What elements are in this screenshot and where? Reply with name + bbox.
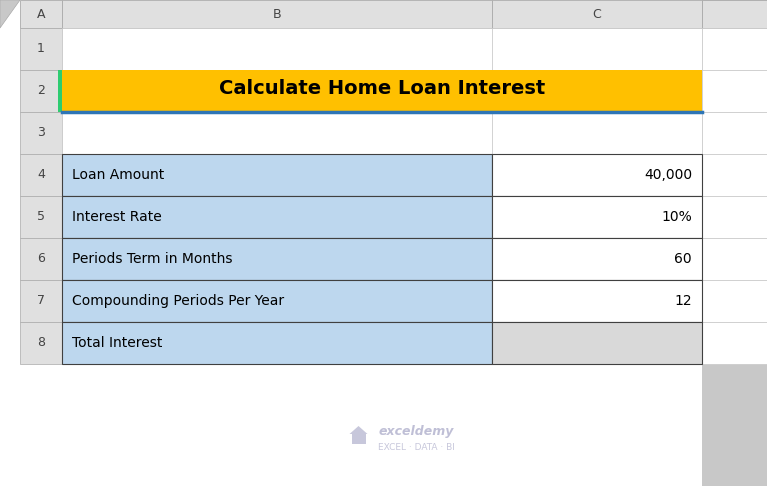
Bar (58, 70, 62, 112)
Text: Periods Term in Months: Periods Term in Months (72, 252, 232, 266)
Bar (62, 196, 492, 238)
Bar (62, 322, 492, 364)
Text: 4: 4 (37, 169, 45, 181)
Bar (62, 70, 702, 112)
Bar (492, 154, 702, 196)
Bar (62, 0, 492, 28)
Bar (62, 154, 492, 196)
Text: EXCEL · DATA · BI: EXCEL · DATA · BI (378, 442, 456, 451)
Text: Calculate Home Loan Interest: Calculate Home Loan Interest (219, 80, 545, 99)
Bar (492, 280, 702, 322)
Bar (702, 0, 767, 28)
Text: 5: 5 (37, 210, 45, 224)
Text: 2: 2 (37, 85, 45, 98)
Text: 7: 7 (37, 295, 45, 308)
Bar (20, 280, 62, 322)
Text: 60: 60 (674, 252, 692, 266)
Bar (62, 280, 492, 322)
Bar (20, 28, 62, 70)
Bar (492, 322, 702, 364)
Bar (492, 238, 702, 280)
Polygon shape (0, 0, 20, 28)
Bar (62, 280, 492, 322)
Bar (492, 70, 702, 112)
Polygon shape (350, 426, 367, 434)
Bar (702, 28, 767, 70)
Text: 3: 3 (37, 126, 45, 139)
Bar (62, 238, 492, 280)
Bar (20, 196, 62, 238)
Bar (20, 322, 62, 364)
Bar (62, 70, 492, 112)
Bar (492, 196, 702, 238)
Bar (62, 28, 492, 70)
Bar (702, 154, 767, 196)
Text: Compounding Periods Per Year: Compounding Periods Per Year (72, 294, 284, 308)
Bar (492, 28, 702, 70)
Bar (62, 238, 492, 280)
Bar (492, 238, 702, 280)
Text: Total Interest: Total Interest (72, 336, 163, 350)
Bar (62, 154, 492, 196)
Text: B: B (273, 7, 281, 20)
Text: 40,000: 40,000 (644, 168, 692, 182)
Bar (492, 280, 702, 322)
Bar (702, 196, 767, 238)
Bar (62, 112, 492, 154)
Text: 8: 8 (37, 336, 45, 349)
Bar (702, 112, 767, 154)
Text: exceldemy: exceldemy (378, 426, 454, 438)
Bar (492, 154, 702, 196)
Bar (20, 112, 62, 154)
Text: Interest Rate: Interest Rate (72, 210, 162, 224)
Bar (492, 112, 702, 154)
Bar (20, 238, 62, 280)
Bar (702, 322, 767, 364)
Text: C: C (593, 7, 601, 20)
Text: 12: 12 (674, 294, 692, 308)
Bar (492, 0, 702, 28)
Bar (702, 238, 767, 280)
Bar (492, 196, 702, 238)
Bar (62, 322, 492, 364)
Bar (20, 0, 62, 28)
Text: 6: 6 (37, 253, 45, 265)
Text: Loan Amount: Loan Amount (72, 168, 164, 182)
Text: 1: 1 (37, 42, 45, 55)
Bar (492, 322, 702, 364)
Bar (20, 154, 62, 196)
Bar (20, 70, 62, 112)
Bar (62, 196, 492, 238)
Bar (351, 434, 366, 444)
Text: 10%: 10% (661, 210, 692, 224)
Bar (702, 280, 767, 322)
Text: A: A (37, 7, 45, 20)
Bar (702, 70, 767, 112)
